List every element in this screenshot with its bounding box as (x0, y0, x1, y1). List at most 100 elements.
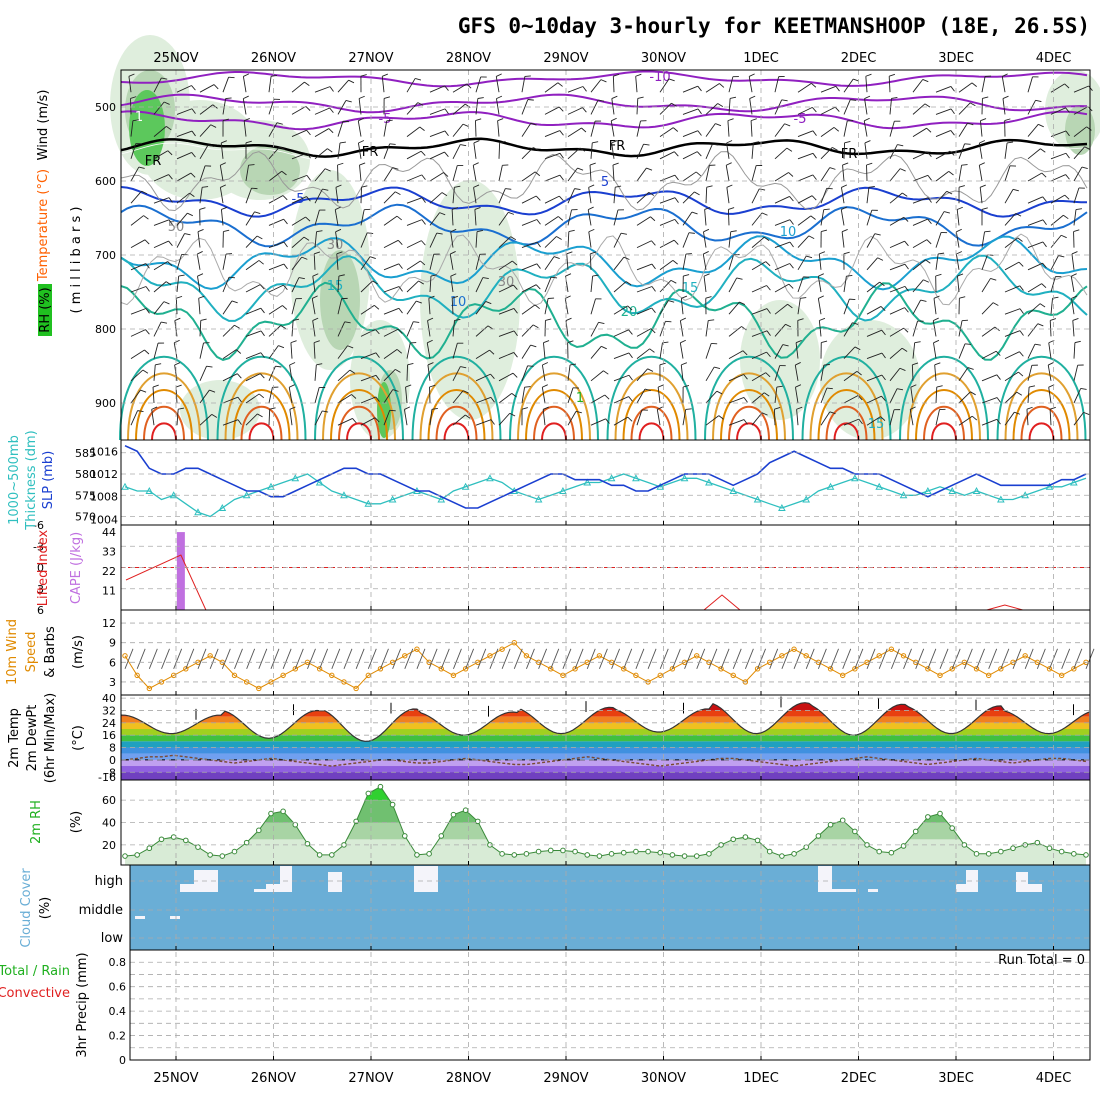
wind-barb-flag (415, 78, 422, 81)
wind-barb-flag (781, 99, 788, 102)
date-bottom-30NOV: 30NOV (641, 1071, 686, 1086)
wind-barb (1026, 409, 1029, 426)
wind-barb (544, 130, 560, 138)
date-top-26NOV: 26NOV (251, 51, 296, 66)
temp-contour-arch (1012, 389, 1071, 441)
wind-barb-flag (627, 416, 633, 422)
temp-contour-arch (712, 372, 786, 441)
wind-barb (955, 253, 960, 270)
wind-barb-flag (175, 384, 182, 388)
wind-barb-flag (1038, 123, 1044, 128)
wind-barb (889, 144, 898, 160)
wind-barb-flag (237, 396, 242, 403)
wind-speed-marker (779, 653, 785, 659)
wind-barb-flag (643, 143, 650, 146)
wind-barb (1071, 298, 1075, 315)
wind-speed-marker (231, 672, 238, 679)
wind-barb (958, 82, 973, 93)
wind10-barb (173, 648, 183, 670)
wind-barb-flag (899, 168, 906, 172)
wind-barb (613, 281, 627, 293)
wind-barb (383, 215, 398, 226)
wind-speed-marker (900, 653, 907, 659)
wind-barb (702, 253, 707, 270)
wind-barb (521, 304, 536, 315)
wind-barb-flag (704, 206, 711, 210)
wind-barb (773, 409, 776, 426)
wind-barb (452, 320, 455, 337)
wind-barb-flag (508, 211, 515, 215)
wind-barb (587, 209, 592, 226)
wind-barb (429, 276, 432, 293)
wind-barb-flag (257, 413, 263, 418)
wind-barb-flag (703, 228, 710, 233)
wind-barb (774, 323, 786, 337)
wind-barb (728, 374, 744, 382)
ytick-temp-0: 0 (109, 754, 116, 767)
wind-barb-flag (178, 274, 185, 277)
wind-barb (498, 212, 509, 226)
wind-barb (1073, 412, 1084, 426)
cloud-bar (170, 916, 180, 919)
wind-barb (291, 81, 305, 93)
wind-barb-flag (796, 406, 803, 410)
wind-barb (153, 174, 169, 182)
wind-barb-flag (877, 257, 884, 261)
wind-barb (933, 298, 937, 315)
ytick-temp-minus16: -16 (98, 771, 116, 784)
wind-barb-flag (413, 321, 420, 323)
ytick-lifted-3: 3 (37, 583, 44, 596)
wind-speed-marker (146, 685, 153, 692)
wind-barb (521, 344, 531, 359)
wind-barb-flag (245, 140, 252, 144)
thickness-marker (705, 478, 713, 486)
ytick-cloud-high: high (95, 874, 123, 889)
wind10-barb (1012, 648, 1022, 670)
wind-barb (543, 342, 546, 359)
wind-barb-flag (530, 122, 537, 126)
wind-barb-flag (628, 374, 633, 381)
contour-minus10 (120, 70, 1088, 88)
wind-barb-flag (198, 295, 205, 299)
wind-barb-flag (818, 295, 824, 299)
wind-barb-flag (557, 216, 564, 221)
wind10-barb (538, 648, 548, 670)
wind-barb (360, 374, 377, 382)
wind-barb-flag (211, 413, 218, 418)
wind-barb-flag (374, 304, 380, 310)
wind-barb (749, 98, 753, 115)
wind-barb (360, 209, 365, 226)
temp-contour-arch (151, 422, 177, 441)
wind-barb-flag (904, 286, 909, 292)
wind-speed-marker (183, 666, 189, 672)
wind-barb (1049, 320, 1052, 337)
wind-barb (750, 120, 753, 137)
wind10-barb (428, 648, 438, 670)
wind-barb (659, 342, 663, 359)
wind-barb-flag (1063, 214, 1069, 220)
wind-barb-flag (396, 215, 402, 221)
wind-barb-flag (228, 76, 235, 79)
wind-barb (843, 346, 856, 359)
wind-barb (383, 328, 399, 337)
wind-barb (636, 98, 639, 115)
wind-barb (475, 349, 490, 359)
wind10-barb (124, 648, 134, 670)
wind-barb-flag (221, 206, 228, 210)
temp-contour-arch (330, 389, 388, 441)
wind-barb (866, 187, 870, 204)
wind-barb (474, 209, 477, 226)
wind-barb-flag (570, 363, 577, 366)
cloud-bar (180, 884, 194, 892)
wind-barb-flag (269, 407, 276, 410)
wind10-barb (963, 648, 973, 670)
wind-barb-flag (259, 284, 265, 290)
wind-barb (912, 127, 927, 137)
wind-barb-flag (178, 407, 185, 410)
temp-contour-arch (825, 405, 868, 441)
wind-barb-flag (880, 306, 886, 312)
wind-barb-flag (465, 103, 471, 108)
wind-barb (475, 98, 479, 115)
wind-barb-flag (1071, 273, 1077, 277)
wind-barb-flag (589, 162, 596, 166)
